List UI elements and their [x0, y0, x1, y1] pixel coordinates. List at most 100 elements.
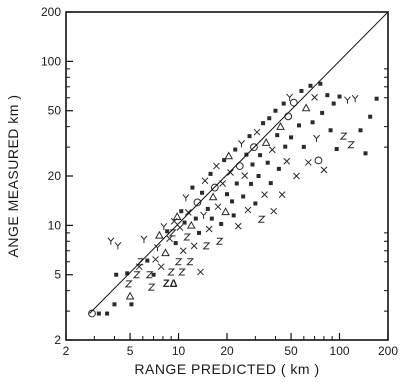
y-tick-label: 100: [41, 54, 61, 68]
data-point-Z: [132, 271, 141, 279]
data-point-dot: [334, 147, 339, 152]
data-point-X: [179, 247, 187, 255]
x-tick-label: 2: [63, 344, 70, 358]
data-point-circle: [289, 98, 298, 107]
data-point-dot: [230, 199, 235, 204]
data-point-dot: [151, 272, 156, 277]
data-point-dot: [265, 160, 270, 165]
data-point-X: [184, 209, 192, 216]
data-point-Z: [183, 233, 192, 241]
data-point-dot: [193, 216, 198, 221]
annotation-label: ZΔ: [163, 278, 178, 290]
y-tick-label: 20: [48, 169, 62, 183]
data-point-Y: [351, 94, 359, 103]
data-point-dot: [209, 216, 214, 221]
data-point-dot: [374, 96, 379, 101]
data-point-tri: [154, 230, 164, 239]
data-point-circle: [210, 183, 219, 192]
data-point-tri: [125, 291, 135, 300]
data-point-dot: [196, 230, 201, 235]
reference-line-1-to-1: [89, 11, 389, 314]
data-point-dot: [267, 116, 272, 121]
data-point-dot: [241, 194, 246, 199]
data-point-X: [157, 263, 165, 271]
data-point-Y: [200, 211, 207, 219]
data-point-dot: [273, 108, 278, 113]
data-point-dot: [233, 147, 238, 152]
data-point-dot: [145, 258, 150, 263]
data-point-X: [293, 172, 300, 180]
data-point-tri: [161, 248, 170, 257]
data-point-Y: [154, 243, 161, 252]
data-point-Z: [174, 258, 183, 266]
x-tick-label: 50: [284, 344, 298, 358]
data-point-circle: [193, 198, 202, 207]
data-point-Z: [168, 229, 177, 237]
y-axis-title: ANGE MEASURED km ): [5, 94, 21, 257]
y-tick-label: 50: [48, 104, 62, 118]
data-point-dot: [283, 144, 288, 149]
x-tick-label: 200: [378, 344, 398, 358]
axis-ticks: 2 5 10 20 50 100 200 2 5 10 20 50 100 200: [41, 5, 398, 358]
data-point-dot: [249, 181, 254, 186]
data-point-tri: [208, 192, 218, 201]
data-point-Z: [167, 268, 176, 276]
data-point-dot: [281, 101, 286, 106]
x-tick-label: 100: [330, 344, 350, 358]
data-point-dot: [219, 221, 224, 226]
data-point-Y: [286, 93, 294, 101]
data-point-tri: [276, 122, 285, 130]
data-point-dot: [328, 128, 333, 133]
y-tick-label: 5: [54, 268, 61, 282]
data-point-dot: [165, 229, 170, 234]
data-point-Z: [339, 132, 348, 140]
x-tick-label: 10: [172, 344, 186, 358]
data-point-X: [270, 207, 278, 215]
data-point-Y: [160, 222, 168, 231]
data-point-X: [214, 203, 222, 211]
data-point-dot: [331, 101, 336, 106]
data-point-X: [244, 206, 252, 214]
data-point-X: [227, 169, 234, 176]
data-point-dot: [105, 311, 110, 316]
data-point-X: [268, 146, 276, 154]
data-point-dot: [320, 110, 325, 115]
data-point-dot: [363, 151, 368, 156]
data-point-dot: [261, 121, 266, 126]
data-point-dot: [358, 128, 363, 133]
data-point-X: [283, 157, 291, 165]
data-point-dot: [258, 153, 263, 158]
data-point-X: [234, 222, 242, 230]
data-point-X: [201, 177, 209, 185]
data-point-dot: [299, 88, 304, 93]
data-point-Y: [182, 194, 190, 202]
data-point-circle: [250, 143, 258, 152]
data-point-dot: [325, 93, 330, 98]
data-point-circle: [314, 156, 323, 165]
data-point-Y: [344, 96, 351, 104]
data-point-dot: [256, 174, 261, 178]
data-point-X: [253, 128, 261, 136]
data-point-Y: [107, 237, 115, 245]
data-point-Z: [257, 215, 266, 223]
data-point-Z: [202, 242, 211, 250]
x-tick-label: 20: [220, 344, 234, 358]
data-point-dot: [114, 272, 119, 277]
data-point-dot: [112, 302, 117, 307]
data-point-dot: [208, 171, 213, 176]
data-point-dot: [179, 209, 184, 214]
data-point-circle: [88, 309, 96, 318]
data-point-dot: [173, 241, 178, 246]
y-tick-label: 200: [41, 5, 61, 19]
data-point-dot: [250, 162, 255, 167]
y-tick-label: 10: [48, 218, 62, 232]
data-point-X: [176, 224, 184, 231]
data-point-dot: [268, 181, 273, 186]
data-point-X: [241, 172, 249, 179]
data-point-circle: [284, 112, 293, 121]
data-point-dot: [296, 123, 301, 128]
data-point-Y: [313, 134, 320, 143]
x-axis-title: RANGE PREDICTED ( km ): [134, 361, 319, 377]
data-point-X: [311, 94, 318, 101]
data-point-X: [261, 191, 268, 198]
